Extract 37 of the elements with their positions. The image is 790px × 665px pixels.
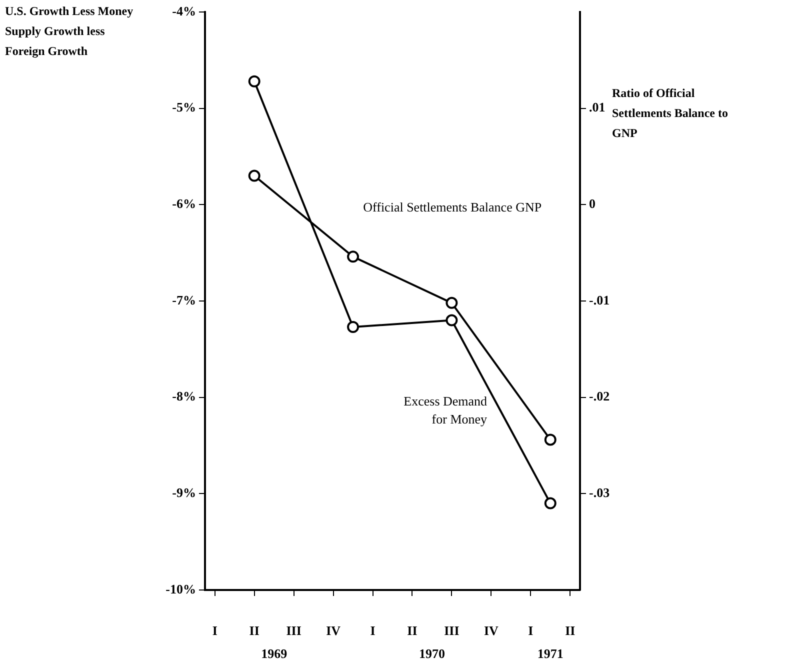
x-tick-label: IV [484, 623, 500, 638]
text: 1969 [261, 646, 288, 661]
x-tick-label: II [407, 623, 418, 638]
point [446, 296, 458, 309]
x-tick-label: I [370, 623, 376, 638]
y-axis-title: U.S. Growth Less Money Supply Growth less Foreign Growth [5, 4, 134, 58]
y2-tick-label: -.01 [589, 292, 610, 308]
y2-tick-label: 0 [589, 196, 596, 212]
y-tick-label: -8% [172, 388, 196, 404]
text: Official Settlements Balance GNP [363, 200, 542, 215]
y-tick-label: -9% [172, 485, 196, 500]
point [544, 434, 556, 446]
series-label: Excess Demand for Money [404, 394, 488, 427]
y-tick-label: -4% [172, 3, 196, 18]
y-tick-label: -10% [166, 581, 196, 596]
x-tick-label: III [444, 623, 460, 638]
x-tick-label: III [286, 623, 302, 638]
y2-axis-title: Ratio of Official Settlements Balance to GNP [612, 86, 728, 140]
point [248, 170, 260, 182]
point [544, 497, 556, 510]
point [347, 321, 360, 334]
text: 1970 [418, 646, 445, 661]
y2-tick-label: .01 [589, 100, 606, 115]
y-tick-label: -5% [172, 100, 196, 115]
y-tick-label: -6% [172, 196, 196, 212]
x-tick-label: I [212, 623, 218, 638]
y2-tick-label: -.02 [589, 388, 610, 404]
text: 1971 [537, 646, 564, 661]
point [347, 250, 360, 263]
y2-tick-label: -.03 [589, 485, 610, 500]
point [446, 314, 458, 326]
point [248, 75, 260, 88]
x-tick-label: II [249, 623, 260, 638]
x-tick-label: IV [326, 623, 342, 638]
x-tick-label: II [565, 623, 576, 638]
y-tick-label: -7% [172, 292, 196, 308]
x-tick-label: I [528, 623, 534, 638]
